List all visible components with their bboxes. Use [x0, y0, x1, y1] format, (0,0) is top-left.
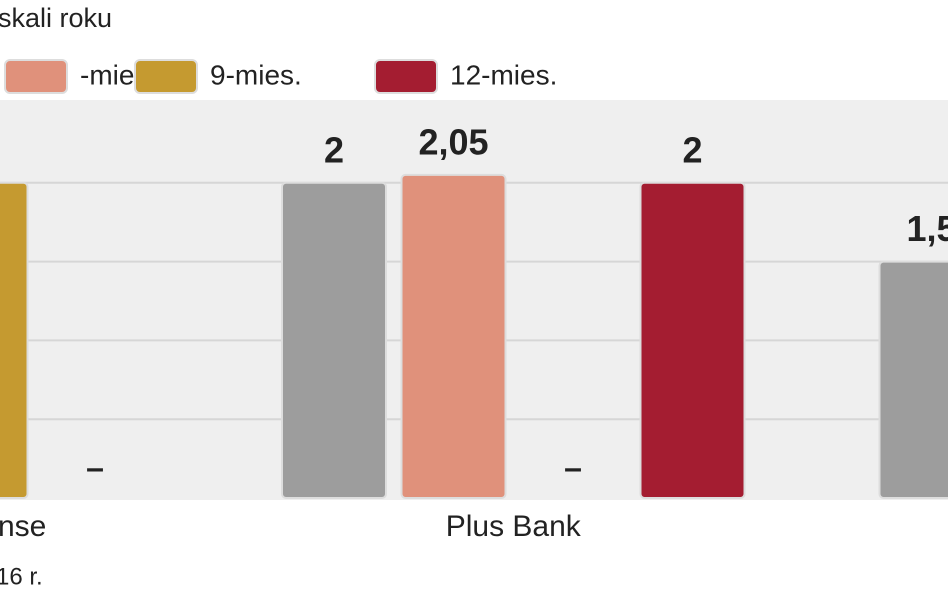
x-tick-label: Plus Bank [446, 510, 582, 543]
bar [878, 260, 948, 499]
bar [0, 181, 29, 499]
legend-label: 9-mies. [210, 59, 302, 90]
bar [281, 181, 387, 500]
legend-swatch [4, 59, 68, 94]
bar [400, 173, 507, 499]
value-label: 2 [324, 129, 344, 170]
value-label: 1,5 [906, 208, 948, 249]
chart-title: skali roku [0, 3, 112, 33]
x-tick-label: nse [0, 510, 46, 543]
missing-mark: – [564, 449, 582, 485]
legend-label: 12-mies. [450, 59, 557, 90]
legend-swatch [134, 59, 198, 94]
bar [639, 181, 746, 500]
footnote: 16 r. [0, 563, 43, 590]
value-label: 2 [682, 129, 702, 170]
value-label: 2,05 [418, 121, 488, 162]
legend-swatch [374, 59, 438, 94]
missing-mark: – [86, 449, 104, 485]
